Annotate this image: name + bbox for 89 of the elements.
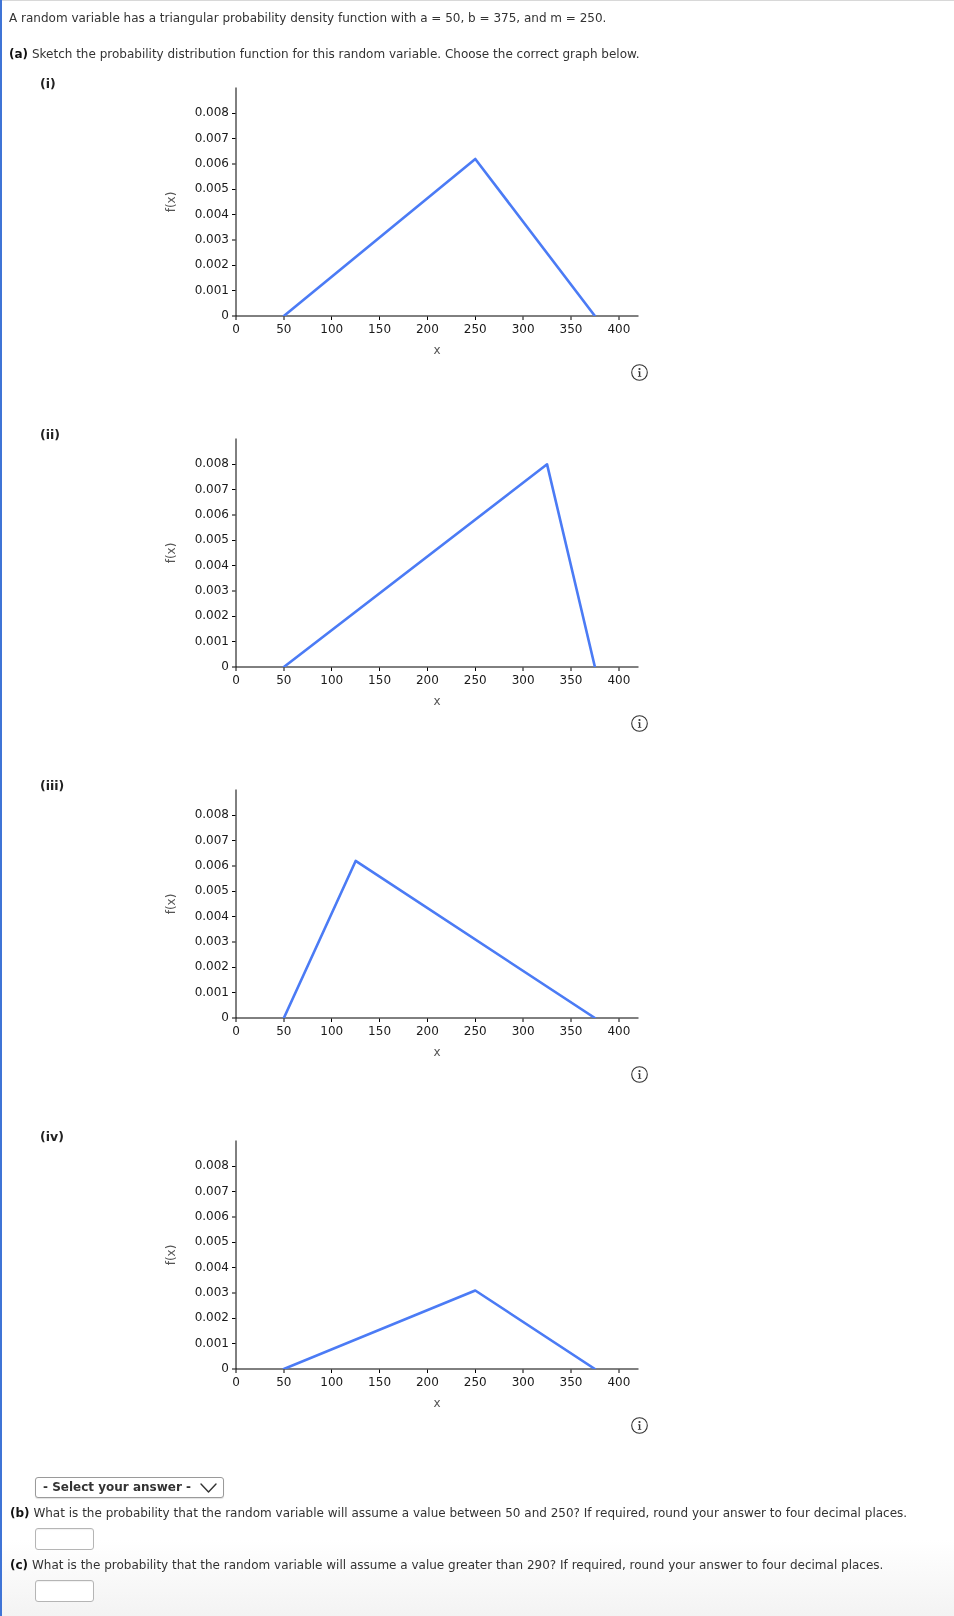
y-axis-title: f(x) [164, 893, 179, 915]
x-tick-label: 300 [511, 673, 535, 688]
x-tick-label: 200 [415, 322, 439, 337]
y-tick-label: 0.005 [194, 532, 229, 547]
dropdown-field: - Select your answer - [35, 1477, 224, 1498]
x-tick-label: 50 [276, 1024, 292, 1039]
x-tick-label: 0 [232, 1375, 240, 1390]
y-tick-label: 0.002 [194, 1310, 229, 1325]
x-tick-label: 300 [511, 322, 535, 337]
text: (ii) [40, 427, 60, 442]
y-tick-label: 0.004 [194, 206, 229, 221]
x-tick-label: 350 [559, 1375, 583, 1390]
x-tick-label: 150 [368, 322, 392, 337]
y-tick-label: 0 [221, 1010, 229, 1025]
y-axis-title: f(x) [164, 191, 179, 213]
text: (iv) [40, 1129, 64, 1144]
x-tick-label: 400 [607, 673, 631, 688]
y-tick-label: 0.004 [194, 908, 229, 923]
text: (b) What is the probability that the random variable will assume a value between 50 and 250? If required, round your answer to four decimal places. [10, 1506, 908, 1520]
x-tick-label: 150 [368, 1024, 392, 1039]
x-tick-label: 0 [232, 673, 240, 688]
x-axis-title: x [433, 342, 441, 357]
y-tick-label: 0.005 [194, 1234, 229, 1249]
y-tick-label: 0.001 [194, 633, 229, 648]
x-tick-label: 250 [463, 1024, 487, 1039]
y-tick-label: 0.008 [194, 456, 229, 471]
y-tick-label: 0.002 [194, 959, 229, 974]
y-tick-label: 0.007 [194, 130, 229, 145]
y-tick-label: 0.002 [194, 257, 229, 272]
y-tick-label: 0.001 [194, 984, 229, 999]
text: (a) Sketch the probability distribution function for this random variable. Choose the correct graph below. [9, 46, 640, 61]
x-axis-title: x [433, 1395, 441, 1410]
x-tick-label: 400 [607, 1375, 631, 1390]
x-tick-label: 250 [463, 1375, 487, 1390]
y-tick-label: 0.001 [194, 1335, 229, 1350]
y-tick-label: 0.006 [194, 858, 229, 873]
x-tick-label: 350 [559, 673, 583, 688]
y-tick-label: 0.003 [194, 934, 229, 949]
y-tick-label: 0.008 [194, 1158, 229, 1173]
y-tick-label: 0.005 [194, 883, 229, 898]
y-tick-label: 0.003 [194, 583, 229, 598]
text: (iii) [40, 778, 65, 793]
x-tick-label: 300 [511, 1375, 535, 1390]
x-tick-label: 50 [276, 673, 292, 688]
y-tick-label: 0 [221, 1361, 229, 1376]
y-tick-label: 0.007 [194, 832, 229, 847]
y-tick-label: 0.001 [194, 282, 229, 297]
y-tick-label: 0 [221, 308, 229, 323]
x-tick-label: 400 [607, 1024, 631, 1039]
x-tick-label: 50 [276, 322, 292, 337]
x-tick-label: 200 [415, 1024, 439, 1039]
y-tick-label: 0.005 [194, 181, 229, 196]
y-tick-label: 0.004 [194, 1259, 229, 1274]
y-tick-label: 0.007 [194, 481, 229, 496]
y-tick-label: 0.007 [194, 1183, 229, 1198]
x-tick-label: 150 [368, 673, 392, 688]
y-tick-label: 0.003 [194, 1285, 229, 1300]
y-tick-label: 0.006 [194, 156, 229, 171]
y-tick-label: 0.002 [194, 608, 229, 623]
x-tick-label: 150 [368, 1375, 392, 1390]
x-tick-label: 400 [607, 322, 631, 337]
text: A random variable has a triangular probability density function with a = 50, b = 375, and m = 250. [9, 11, 607, 25]
x-tick-label: 200 [415, 1375, 439, 1390]
x-tick-label: 300 [511, 1024, 535, 1039]
y-tick-label: 0.006 [194, 1209, 229, 1224]
x-tick-label: 100 [320, 322, 344, 337]
x-tick-label: 100 [320, 1024, 344, 1039]
x-tick-label: 50 [276, 1375, 292, 1390]
y-axis-title: f(x) [164, 1244, 179, 1266]
y-tick-label: 0.003 [194, 232, 229, 247]
y-tick-label: 0.008 [194, 807, 229, 822]
y-tick-label: 0.008 [194, 105, 229, 120]
x-tick-label: 0 [232, 1024, 240, 1039]
x-tick-label: 0 [232, 322, 240, 337]
x-tick-label: 350 [559, 1024, 583, 1039]
y-tick-label: 0.004 [194, 557, 229, 572]
x-axis-title: x [433, 693, 441, 708]
text: (i) [40, 76, 56, 91]
x-tick-label: 250 [463, 673, 487, 688]
x-tick-label: 100 [320, 1375, 344, 1390]
x-tick-label: 100 [320, 673, 344, 688]
y-axis-title: f(x) [164, 542, 179, 564]
x-axis-title: x [433, 1044, 441, 1059]
text: (c) What is the probability that the random variable will assume a value greater than 290? If required, round your answer to four decimal places. [10, 1557, 884, 1572]
x-tick-label: 250 [463, 322, 487, 337]
x-tick-label: 350 [559, 322, 583, 337]
y-tick-label: 0 [221, 659, 229, 674]
y-tick-label: 0.006 [194, 507, 229, 522]
x-tick-label: 200 [415, 673, 439, 688]
